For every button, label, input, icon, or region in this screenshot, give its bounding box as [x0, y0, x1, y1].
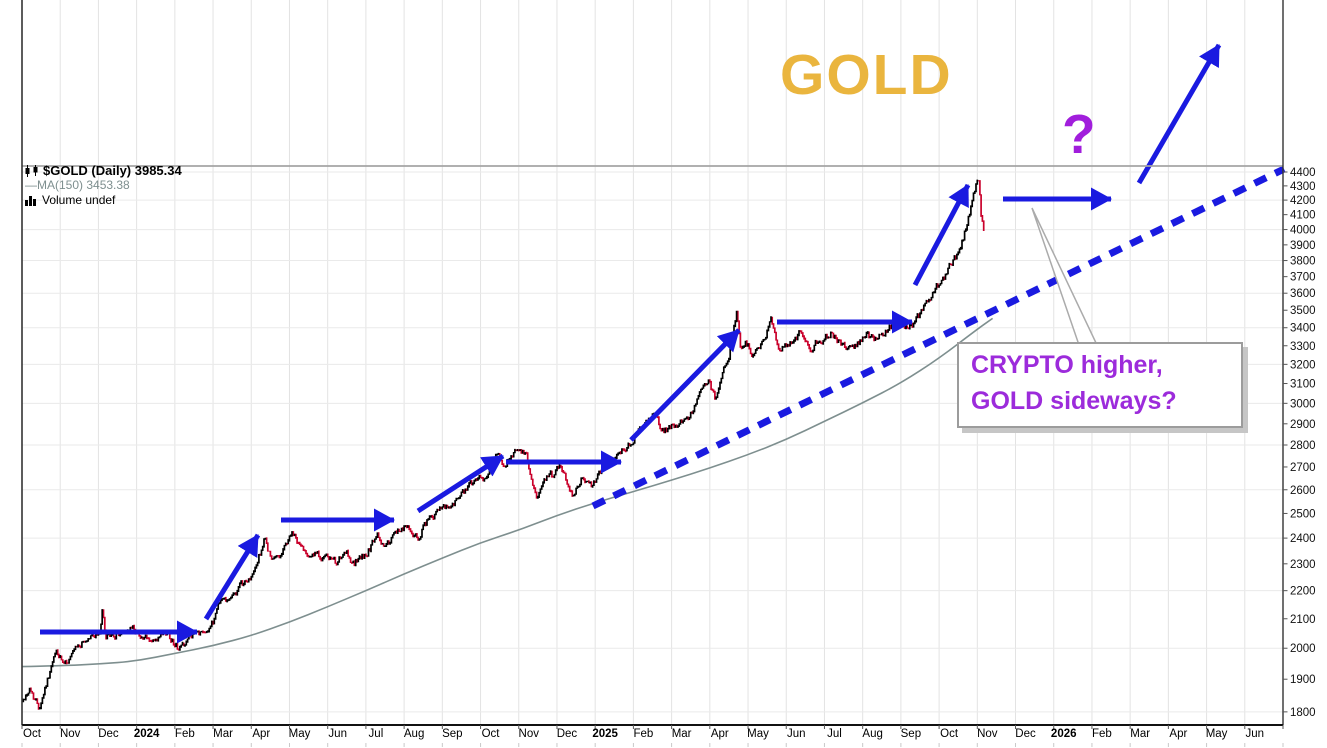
- grid-vertical: [21, 0, 1284, 725]
- y-axis-label: 2700: [1290, 462, 1316, 474]
- x-axis-label: Dec: [1015, 728, 1036, 740]
- grid-horizontal: [22, 171, 1283, 713]
- chart-title-gold: GOLD: [780, 43, 953, 107]
- trend-arrow-8: [912, 183, 971, 287]
- y-axis-label: 2800: [1290, 440, 1316, 452]
- x-axis-label: Feb: [175, 728, 195, 740]
- ma150-line: [21, 317, 994, 668]
- y-axis-label: 3000: [1290, 398, 1316, 410]
- x-axis-label: May: [747, 728, 769, 740]
- x-axis-label: Feb: [633, 728, 653, 740]
- legend-ma-text: —MA(150) 3453.38: [25, 178, 130, 192]
- y-axis-label: 3100: [1290, 379, 1316, 391]
- x-axis-label: Jun: [787, 728, 806, 740]
- trend-arrow-4: [416, 453, 505, 514]
- x-axis-label: 2025: [592, 728, 618, 740]
- x-axis-label: May: [289, 728, 311, 740]
- x-axis-label: Jun: [328, 728, 347, 740]
- legend-symbol-text: $GOLD (Daily) 3985.34: [43, 163, 182, 178]
- y-axis-label: 3700: [1290, 272, 1316, 284]
- y-axis-label: 1900: [1290, 674, 1316, 686]
- trend-arrow-6: [629, 328, 741, 442]
- x-axis-label: Oct: [940, 728, 959, 740]
- x-axis-label: Sep: [442, 728, 462, 740]
- y-axis-label: 3300: [1290, 341, 1316, 353]
- x-axis-label: Aug: [862, 728, 882, 740]
- x-axis-label: May: [1206, 728, 1228, 740]
- y-axis-label: 2300: [1290, 559, 1316, 571]
- x-axis-label: 2026: [1051, 728, 1077, 740]
- volume-bars-icon: [25, 196, 36, 206]
- y-axis-label: 2900: [1290, 419, 1316, 431]
- y-axis-label: 2400: [1290, 533, 1316, 545]
- x-axis-label: Feb: [1092, 728, 1112, 740]
- x-axis-label: Oct: [482, 728, 501, 740]
- callout-pointer: [1031, 207, 1099, 346]
- callout-line-1: CRYPTO higher,: [971, 351, 1163, 379]
- x-axis-label: Mar: [672, 728, 692, 740]
- callout-line-2: GOLD sideways?: [971, 386, 1177, 415]
- y-axis-label: 3500: [1290, 305, 1316, 317]
- legend-ma-row: —MA(150) 3453.38: [25, 178, 182, 193]
- x-axis-label: Dec: [557, 728, 578, 740]
- x-axis-label: Nov: [977, 728, 998, 740]
- callout-box: CRYPTO higher, GOLD sideways?: [957, 342, 1243, 428]
- x-axis-label: Oct: [23, 728, 42, 740]
- trend-arrow-10: [1136, 43, 1222, 185]
- x-axis-label: Sep: [901, 728, 921, 740]
- legend-symbol-row: $GOLD (Daily) 3985.34: [25, 163, 182, 178]
- y-axis-label: 2200: [1290, 586, 1316, 598]
- dashed-trendline: [591, 165, 1286, 510]
- y-axis-label: 3900: [1290, 240, 1316, 252]
- x-axis-label: 2024: [134, 728, 160, 740]
- y-axis-label: 3600: [1290, 288, 1316, 300]
- y-axis-label: 2600: [1290, 485, 1316, 497]
- x-axis-label: Dec: [98, 728, 119, 740]
- x-axis-label: Mar: [1130, 728, 1150, 740]
- x-axis-label: Aug: [404, 728, 424, 740]
- y-axis-label: 1800: [1290, 707, 1316, 719]
- y-axis-label: 3800: [1290, 256, 1316, 268]
- chart-legend: $GOLD (Daily) 3985.34 —MA(150) 3453.38 V…: [25, 163, 182, 208]
- axis-labels: 1800 1900 2000 2100 2200 2300 2400 2500 2600 2700…: [23, 167, 1316, 740]
- y-axis-label: 4100: [1290, 210, 1316, 222]
- y-axis-label: 2000: [1290, 643, 1316, 655]
- x-axis-label: Mar: [213, 728, 233, 740]
- x-axis-label: Jul: [827, 728, 842, 740]
- y-axis-label: 3200: [1290, 359, 1316, 371]
- candlestick-icon: [25, 164, 38, 177]
- y-axis-label: 4300: [1290, 181, 1316, 193]
- y-axis-label: 2500: [1290, 508, 1316, 520]
- y-axis-label: 4400: [1290, 167, 1316, 179]
- x-axis-label: Apr: [1169, 728, 1187, 740]
- question-mark-annotation: ?: [1062, 103, 1096, 165]
- trend-arrow-2: [203, 533, 261, 621]
- y-axis-label: 4000: [1290, 225, 1316, 237]
- x-axis-label: Nov: [519, 728, 540, 740]
- y-axis-label: 2100: [1290, 614, 1316, 626]
- y-axis-label: 4200: [1290, 195, 1316, 207]
- legend-volume-text: Volume undef: [42, 193, 116, 207]
- axes: [21, 0, 1288, 747]
- x-axis-label: Nov: [60, 728, 81, 740]
- x-axis-label: Jun: [1246, 728, 1265, 740]
- x-axis-label: Jul: [369, 728, 384, 740]
- legend-volume-row: Volume undef: [25, 193, 182, 208]
- x-axis-label: Apr: [711, 728, 729, 740]
- x-axis-label: Apr: [252, 728, 270, 740]
- y-axis-label: 3400: [1290, 323, 1316, 335]
- blue-annotations: [40, 43, 1286, 644]
